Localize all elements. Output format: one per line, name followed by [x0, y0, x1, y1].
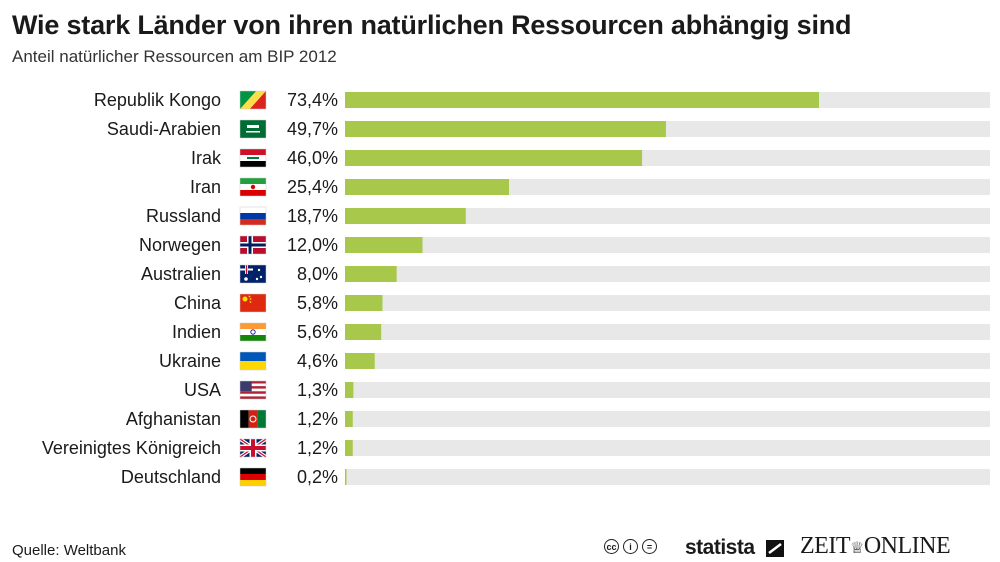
bar	[345, 469, 347, 485]
bar	[345, 440, 353, 456]
germany-flag-icon	[239, 467, 267, 487]
bar	[345, 266, 397, 282]
category-label: Irak	[191, 148, 222, 168]
source-note: Quelle: Weltbank	[12, 542, 126, 559]
bar-row: Norwegen 12,0%	[139, 235, 990, 255]
iraq-flag-icon	[239, 148, 267, 168]
bar-track	[345, 266, 990, 282]
category-label: China	[174, 293, 222, 313]
bar-track	[345, 382, 990, 398]
value-label: 5,6%	[297, 322, 338, 342]
category-label: Republik Kongo	[94, 90, 221, 110]
bar	[345, 237, 423, 253]
category-label: USA	[184, 380, 221, 400]
bar-track	[345, 208, 990, 224]
bar-track	[345, 237, 990, 253]
bar-row: Deutschland 0,2%	[121, 467, 990, 487]
zeit-online-logo: ZEIT♕ONLINE	[800, 533, 951, 560]
bar-track	[345, 295, 990, 311]
bar-row: Saudi-Arabien 49,7%	[107, 119, 990, 139]
cc-icon: cc	[604, 539, 619, 554]
category-label: Iran	[190, 177, 221, 197]
uk-flag-icon	[239, 437, 267, 459]
norway-flag-icon	[239, 235, 267, 255]
value-label: 49,7%	[287, 119, 338, 139]
bar-row: Russland 18,7%	[146, 206, 990, 226]
statista-mark-icon	[766, 540, 784, 557]
saudi-arabia-flag-icon	[239, 119, 267, 139]
bar	[345, 382, 354, 398]
chart-subtitle: Anteil natürlicher Ressourcen am BIP 201…	[12, 47, 337, 66]
bar-row: Afghanistan 1,2%	[126, 409, 990, 429]
zeit-online-word: ONLINE	[863, 533, 951, 559]
category-label: Russland	[146, 206, 221, 226]
bar	[345, 150, 643, 166]
australia-flag-icon	[239, 264, 267, 284]
bar	[345, 411, 353, 427]
bar-row: USA 1,3%	[184, 380, 990, 400]
value-label: 1,2%	[297, 409, 338, 429]
bar	[345, 92, 819, 108]
value-label: 1,2%	[297, 438, 338, 458]
zeit-eagle-icon: ♕	[849, 540, 864, 557]
congo-flag-icon	[239, 90, 267, 110]
bar-row: Republik Kongo 73,4%	[94, 90, 990, 110]
category-label: Saudi-Arabien	[107, 119, 221, 139]
value-label: 5,8%	[297, 293, 338, 313]
value-label: 1,3%	[297, 380, 338, 400]
usa-flag-icon	[239, 380, 267, 400]
value-label: 46,0%	[287, 148, 338, 168]
value-label: 8,0%	[297, 264, 338, 284]
statista-logo: statista	[685, 536, 755, 559]
bar-track	[345, 469, 990, 485]
value-label: 12,0%	[287, 235, 338, 255]
bar-track	[345, 411, 990, 427]
license-icons: cc i =	[604, 539, 657, 554]
category-label: Ukraine	[159, 351, 221, 371]
chart-title: Wie stark Länder von ihren natürlichen R…	[12, 10, 852, 40]
bar-row: Indien 5,6%	[172, 322, 990, 342]
china-flag-icon	[239, 293, 267, 313]
russia-flag-icon	[239, 206, 267, 226]
value-label: 25,4%	[287, 177, 338, 197]
india-flag-icon	[239, 322, 267, 342]
nd-icon: =	[642, 539, 657, 554]
value-label: 4,6%	[297, 351, 338, 371]
bar	[345, 353, 375, 369]
bar-track	[345, 440, 990, 456]
afghanistan-flag-icon	[239, 409, 267, 429]
bar-row: Vereinigtes Königreich 1,2%	[42, 437, 990, 459]
iran-flag-icon	[239, 177, 267, 197]
by-icon: i	[623, 539, 638, 554]
bar	[345, 179, 510, 195]
ukraine-flag-icon	[239, 351, 267, 371]
zeit-brand-word: ZEIT	[800, 533, 850, 559]
category-label: Australien	[141, 264, 221, 284]
category-label: Deutschland	[121, 467, 221, 487]
category-label: Afghanistan	[126, 409, 221, 429]
bar-row: Irak 46,0%	[191, 148, 990, 168]
value-label: 73,4%	[287, 90, 338, 110]
bar-track	[345, 353, 990, 369]
category-label: Indien	[172, 322, 221, 342]
bar-track	[345, 324, 990, 340]
bar-row: Australien 8,0%	[141, 264, 990, 284]
bar	[345, 208, 466, 224]
bar-row: Iran 25,4%	[190, 177, 990, 197]
bar	[345, 295, 383, 311]
bar-row: China 5,8%	[174, 293, 990, 313]
category-label: Norwegen	[139, 235, 221, 255]
bar-row: Ukraine 4,6%	[159, 351, 990, 371]
bar	[345, 324, 382, 340]
value-label: 0,2%	[297, 467, 338, 487]
value-label: 18,7%	[287, 206, 338, 226]
bar	[345, 121, 666, 137]
category-label: Vereinigtes Königreich	[42, 438, 221, 458]
